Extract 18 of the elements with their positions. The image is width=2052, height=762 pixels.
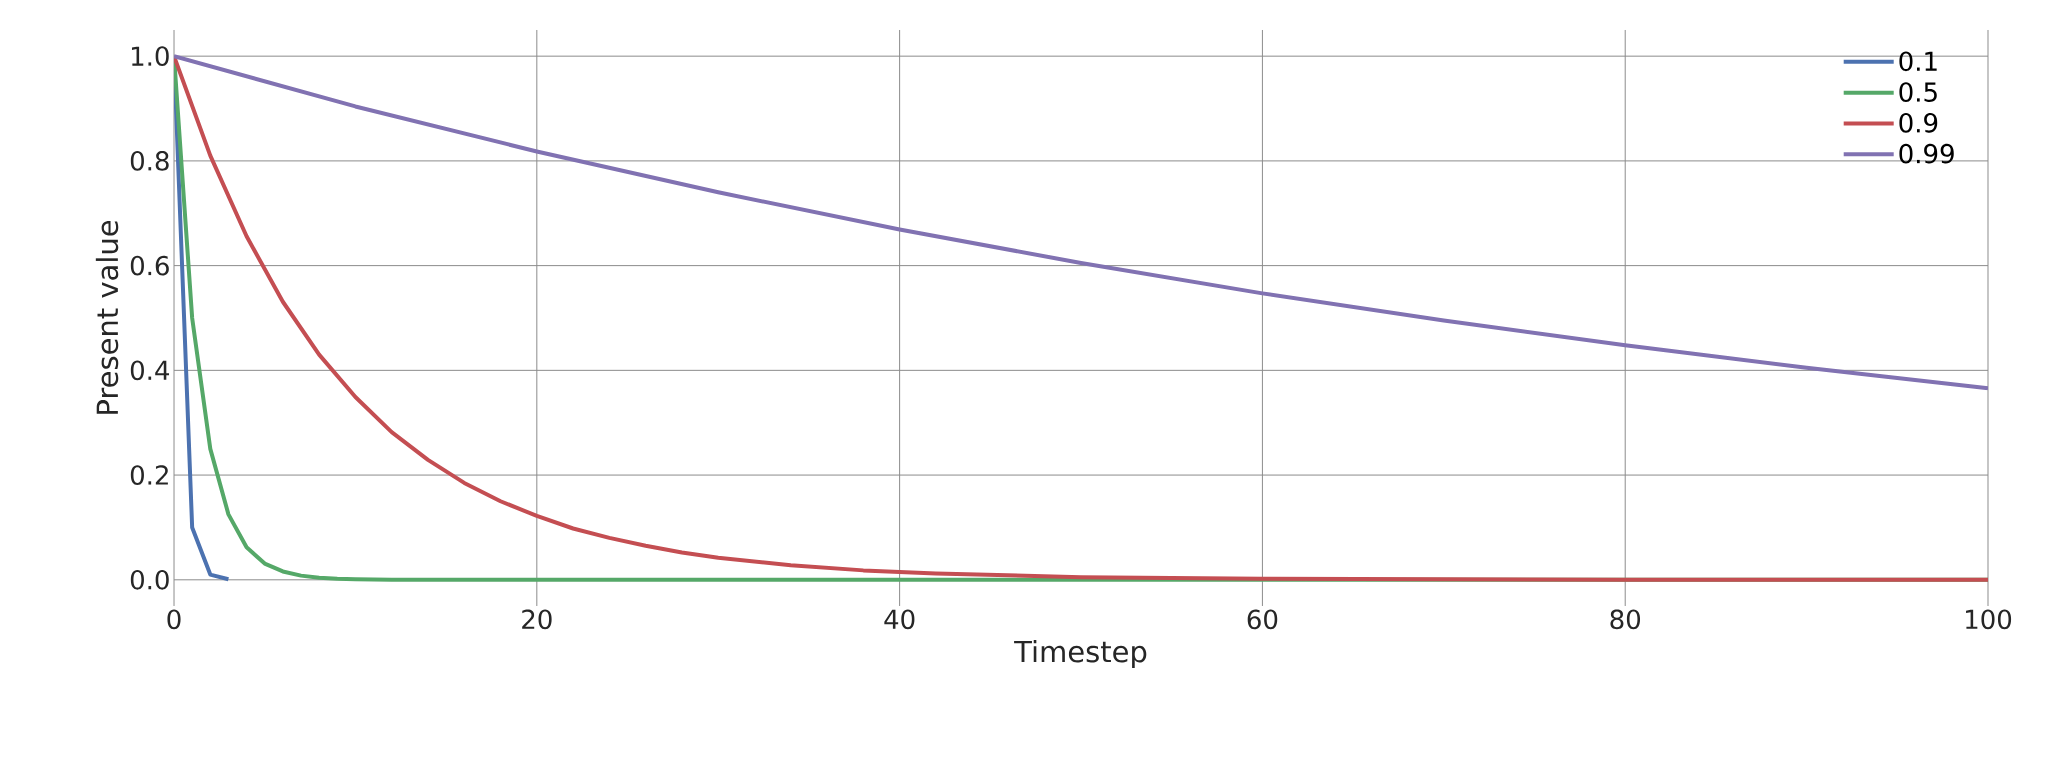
y-tick-label: 0.0 <box>130 569 169 590</box>
legend-label: 0.99 <box>1899 143 1954 164</box>
y-tick-label: 1.0 <box>131 46 169 66</box>
y-tick-label: 0.8 <box>130 151 169 171</box>
legend-label: 0.1 <box>1899 51 1937 72</box>
y-tick-label: 0.2 <box>130 465 168 485</box>
x-tick-label: 20 <box>522 609 552 630</box>
x-tick-label: 80 <box>1610 609 1641 630</box>
x-tick-label: 40 <box>884 609 915 630</box>
legend-label: 0.5 <box>1899 82 1937 102</box>
legend-label: 0.9 <box>1899 113 1938 133</box>
y-tick-label: 0.6 <box>130 255 169 276</box>
y-axis-title: Present value <box>95 220 119 414</box>
x-tick-label: 60 <box>1247 609 1278 630</box>
x-tick-label: 0 <box>167 609 181 630</box>
x-tick-label: 100 <box>1966 609 2012 630</box>
y-tick-label: 0.4 <box>130 360 170 381</box>
x-axis-title: Timestep <box>1014 640 1147 669</box>
